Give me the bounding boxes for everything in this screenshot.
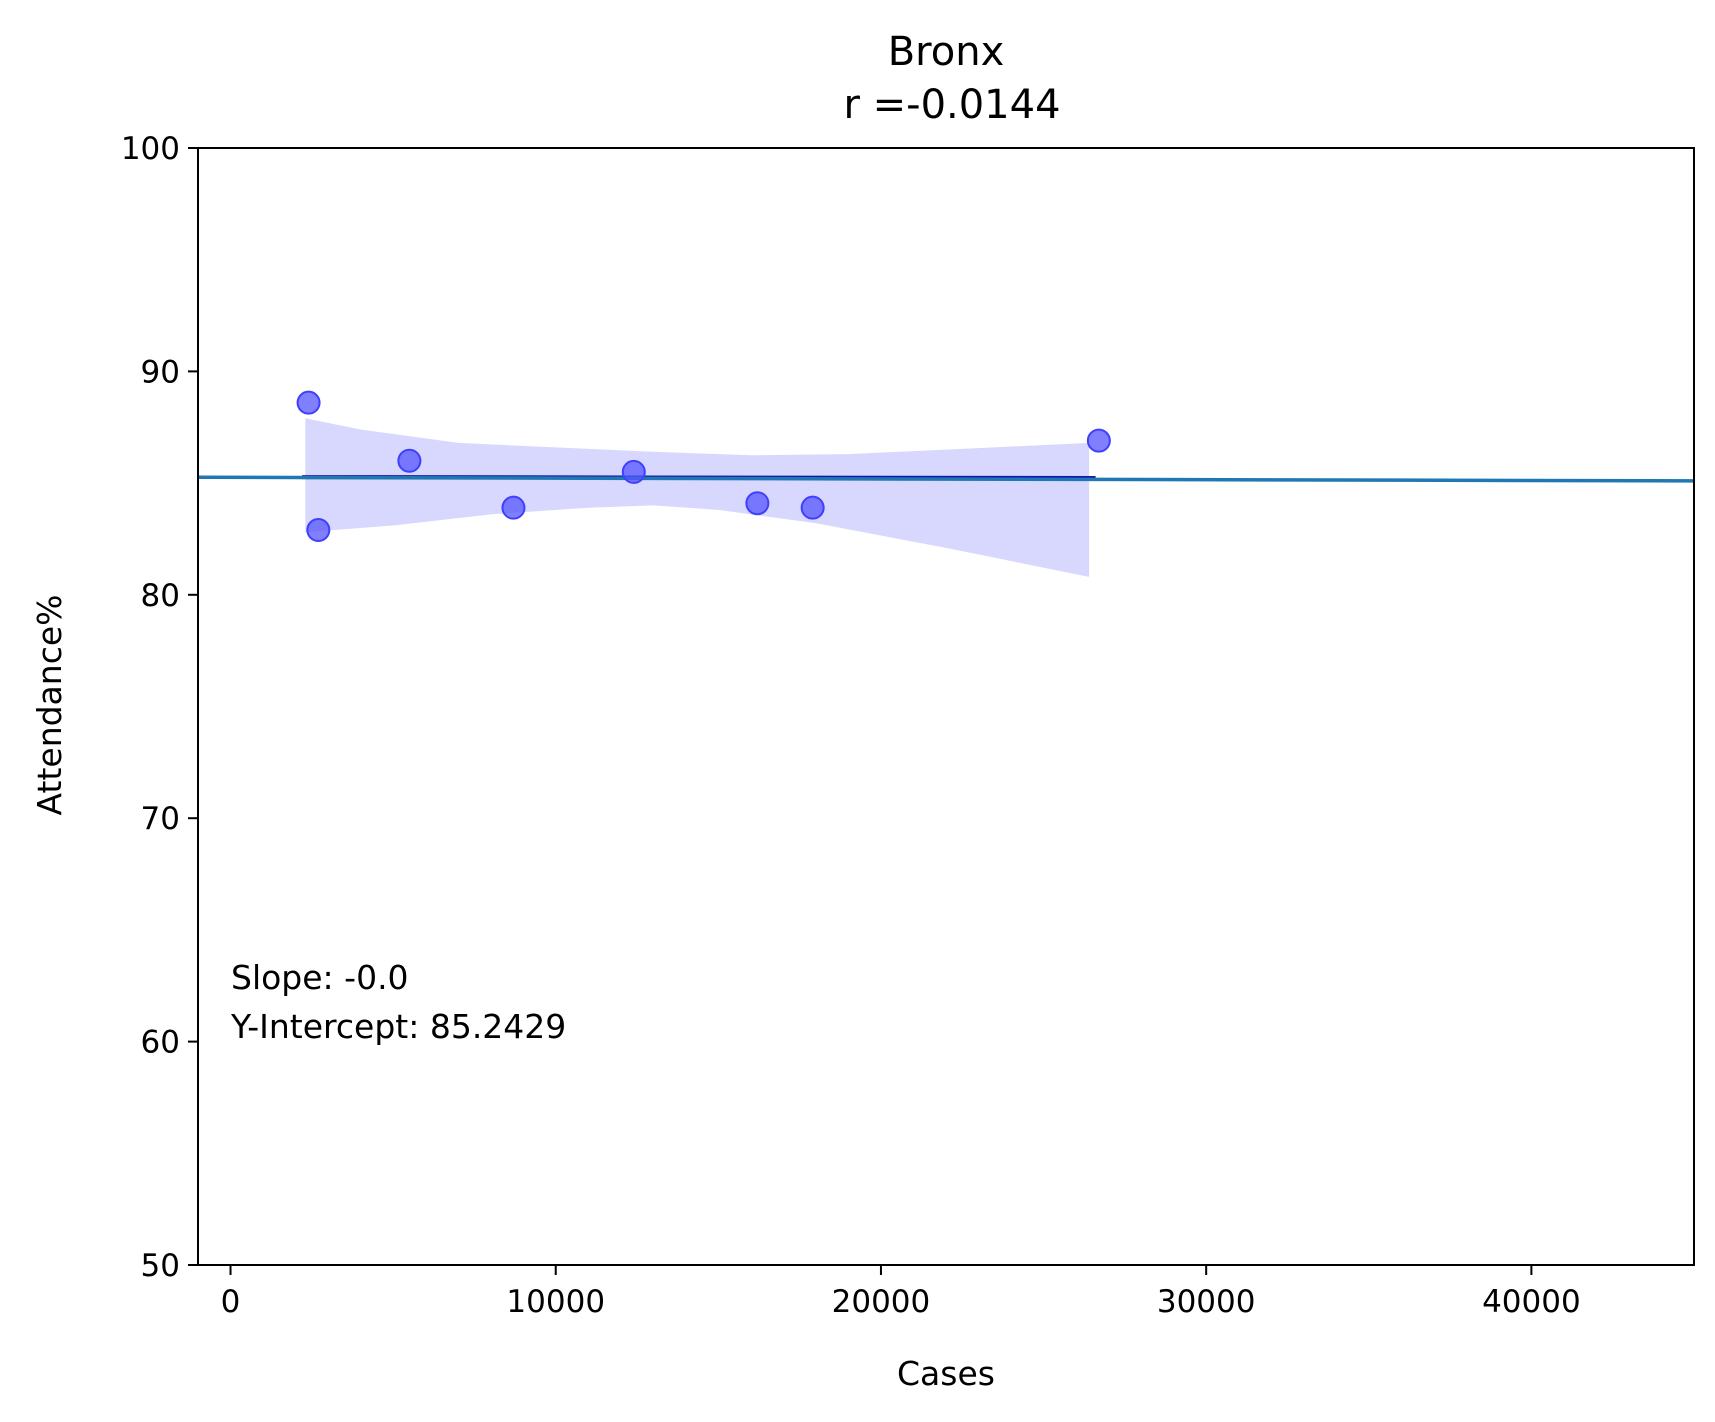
x-tick-label: 10000: [506, 1284, 605, 1320]
x-axis-label: Cases: [897, 1354, 995, 1393]
trend-line: [197, 475, 1695, 483]
axes: 0 10000 20000 30000 40000 50 60 70 80 90 100: [121, 131, 1695, 1320]
y-tick-label: 90: [141, 354, 180, 390]
x-tick-label: 40000: [1482, 1284, 1581, 1320]
y-tick-label: 60: [141, 1025, 180, 1061]
x-tick-label: 20000: [832, 1284, 931, 1320]
y-intercept-annotation: Y-Intercept: 85.2429: [230, 1007, 566, 1046]
confidence-band: [305, 418, 1090, 577]
scatter-point: [621, 459, 646, 484]
y-tick-label: 70: [141, 801, 180, 837]
scatter-point: [800, 495, 825, 520]
scatter-point: [296, 390, 321, 415]
slope-annotation: Slope: -0.0: [231, 958, 409, 997]
y-axis-label: Attendance%: [30, 595, 69, 816]
x-tick-label: 30000: [1157, 1284, 1256, 1320]
scatter-point: [397, 448, 422, 473]
chart-title: Bronx: [888, 29, 1005, 75]
scatter-point: [745, 491, 770, 516]
x-tick-label: 0: [221, 1284, 241, 1320]
chart-subtitle: r =-0.0144: [843, 82, 1060, 128]
y-tick-label: 50: [141, 1248, 180, 1284]
plot-area: [197, 390, 1695, 577]
y-tick-label: 100: [121, 131, 180, 167]
scatter-point: [306, 518, 331, 543]
scatter-point: [501, 495, 526, 520]
scatter-point: [1086, 428, 1111, 453]
y-tick-label: 80: [141, 578, 180, 614]
plot-frame: [197, 147, 1695, 1266]
